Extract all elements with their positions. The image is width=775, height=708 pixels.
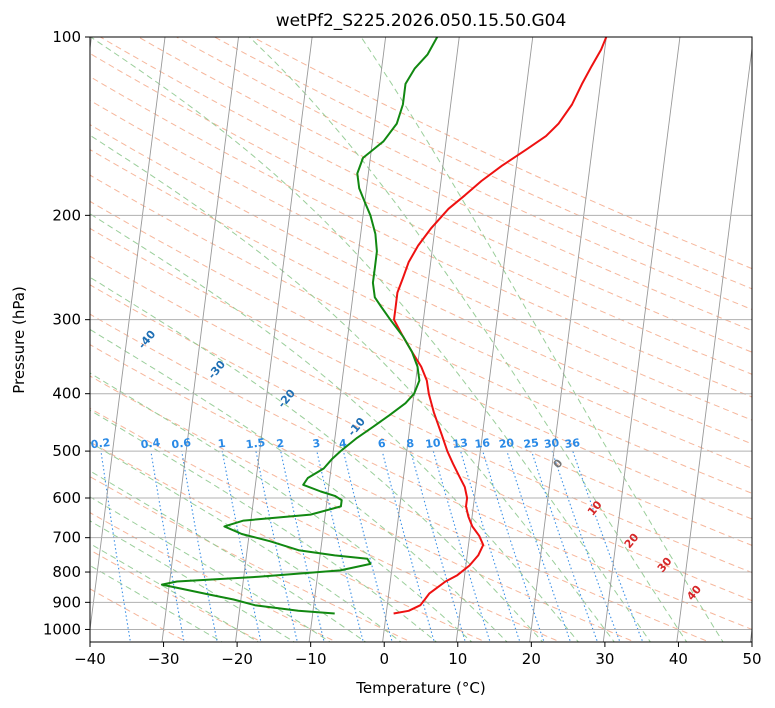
series-lines (160, 37, 608, 615)
mixing-ratio-label: 0.2 (90, 436, 111, 451)
y-axis-label: Pressure (hPa) (10, 286, 28, 394)
x-tick-label: −30 (148, 650, 180, 668)
mixing-ratio-label: 0.6 (171, 436, 192, 451)
mixing-ratio-line (100, 451, 131, 642)
mixing-ratio-label: 36 (564, 436, 581, 451)
moist-adiabat-line (360, 37, 724, 642)
isotherm-line (529, 37, 607, 642)
dry-adiabat-line (175, 37, 752, 310)
mixing-ratio-line (531, 450, 599, 642)
mixing-ratio-line (506, 450, 572, 642)
dry-adiabat-line (90, 476, 412, 642)
dry-adiabat-line (90, 375, 636, 642)
y-tick-label: 800 (52, 563, 81, 581)
mixing-ratio-label: 30 (543, 436, 560, 451)
mixing-ratio-label: 3 (312, 437, 321, 451)
plot-area: 0.10.20.40.611.52346810131620253036-100-… (90, 37, 752, 642)
x-tick-label: 0 (379, 650, 389, 668)
plot-frame (89, 36, 753, 643)
mixing-ratio-line (181, 451, 218, 642)
mixing-ratio-line (572, 450, 644, 642)
mixing-ratio-label: 25 (523, 436, 540, 451)
x-axis: −40 −30 −20 −10 0 10 20 30 40 50 (74, 642, 762, 668)
mixing-ratio-line (316, 450, 364, 642)
isotherm-line (382, 37, 460, 642)
mixing-ratio-label: 6 (377, 437, 387, 451)
y-axis: 100 200 300 400 500 600 700 800 900 1000 (43, 28, 90, 638)
chart-title: wetPf2_S225.2026.050.15.50.G04 (276, 11, 567, 31)
x-tick-label: 10 (448, 650, 467, 668)
x-tick-label: 20 (522, 650, 541, 668)
y-tick-label: 300 (52, 311, 81, 329)
mixing-ratio-line (342, 450, 393, 642)
dry-adiabat-line (90, 52, 752, 375)
moist-adiabat-line (90, 409, 438, 642)
mixing-ratio-label: 1 (217, 437, 226, 451)
dry-adiabat-line (137, 37, 752, 332)
y-tick-label: 100 (52, 28, 81, 46)
isotherm-line (455, 37, 534, 642)
dry-adiabat-line (90, 227, 752, 546)
mixing-ratio-label: 10 (424, 436, 441, 451)
y-tick-label: 400 (52, 385, 81, 403)
mixing-ratio-label: 8 (406, 437, 415, 451)
x-tick-label: 50 (742, 650, 761, 668)
y-tick-label: 700 (52, 529, 81, 547)
mixing-ratio-line (280, 450, 325, 642)
x-tick-label: −20 (221, 650, 253, 668)
x-tick-label: 40 (669, 650, 688, 668)
y-tick-label: 600 (52, 489, 81, 507)
mixing-ratio-label: 4 (338, 437, 348, 451)
x-tick-label: −10 (295, 650, 327, 668)
dry-adiabat-line (90, 174, 752, 494)
isotherm-line (308, 37, 387, 642)
mixing-ratio-label: 13 (452, 436, 469, 451)
mixing-ratio-label: 16 (474, 436, 491, 451)
mixing-ratio-label: 0.4 (140, 436, 161, 451)
isotherm-line (90, 37, 166, 633)
isotherm-line (676, 44, 752, 642)
mixing-ratio-line (551, 450, 621, 642)
isotherm-line (161, 37, 239, 642)
dry-adiabat-line (90, 200, 752, 520)
mixing-ratio-line (460, 450, 521, 642)
mixing-ratio-line (255, 450, 298, 642)
temperature-profile (393, 37, 608, 615)
isotherm-line (602, 37, 681, 642)
y-tick-label: 200 (52, 206, 81, 224)
y-tick-label: 1000 (43, 620, 81, 638)
y-tick-label: 500 (52, 442, 81, 460)
mixing-ratio-label: 20 (498, 436, 515, 451)
y-tick-label: 900 (52, 593, 81, 611)
isotherm-line (235, 37, 313, 642)
moist-adiabat-line (90, 276, 544, 642)
dry-adiabat-line (90, 124, 752, 445)
dry-adiabat-line (90, 76, 752, 398)
mixing-ratio-label: 2 (276, 437, 285, 451)
mixing-ratio-label: 1.5 (245, 436, 266, 451)
x-tick-label: 30 (595, 650, 614, 668)
dewpoint-profile (160, 37, 439, 615)
mixing-ratio-line (381, 450, 435, 642)
mixing-ratio-line (482, 450, 545, 642)
x-tick-label: −40 (74, 650, 106, 668)
isobar-grid (90, 37, 752, 630)
mixing-ratio-line (150, 451, 185, 642)
isotherms (90, 37, 752, 642)
mixing-ratio-line (432, 450, 491, 642)
dry-adiabat-line (90, 149, 752, 469)
x-axis-label: Temperature (°C) (355, 679, 485, 697)
